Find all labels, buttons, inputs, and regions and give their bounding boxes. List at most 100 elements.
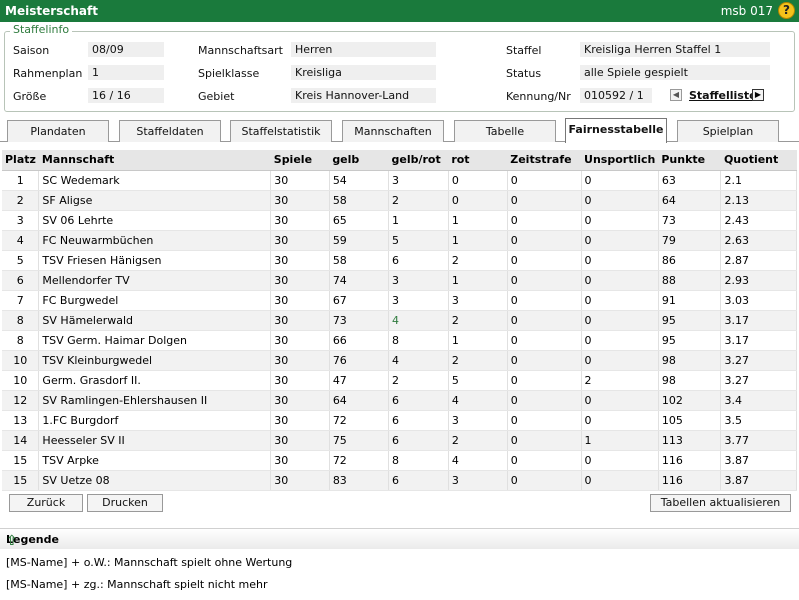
tab-staffelstatistik[interactable]: Staffelstatistik (230, 120, 332, 142)
tab-staffeldaten[interactable]: Staffeldaten (119, 120, 221, 142)
table-cell: SF Aligse (38, 190, 272, 211)
table-cell: 113 (658, 430, 722, 451)
table-cell: 1 (448, 210, 508, 231)
table-cell: 30 (270, 450, 330, 471)
tab-mannschaften[interactable]: Mannschaften (342, 120, 444, 142)
table-cell: 30 (270, 190, 330, 211)
table-row: 4 FC Neuwarmbüchen 30 59 5 1 0 0 79 2.63 (2, 230, 797, 251)
table-cell: 0 (581, 250, 659, 271)
tab-spielplan[interactable]: Spielplan (677, 120, 779, 142)
table-row: 7 FC Burgwedel 30 67 3 3 0 0 91 3.03 (2, 290, 797, 311)
table-cell: 0 (507, 210, 582, 231)
column-header: gelb (329, 150, 389, 171)
fairness-table: Platz Mannschaft Spiele gelb gelb/rot rot Zeit… (2, 150, 797, 491)
legend-line-ohne-wertung: [MS-Name] + o.W.: Mannschaft spielt ohne… (6, 556, 293, 569)
table-cell: 30 (270, 390, 330, 411)
table-row: 10 TSV Kleinburgwedel 30 76 4 2 0 0 98 3.27 (2, 350, 797, 371)
table-cell: 0 (581, 170, 659, 191)
table-cell: 30 (270, 350, 330, 371)
staffelliste-link[interactable]: Staffelliste (689, 89, 757, 102)
table-cell: 63 (658, 170, 722, 191)
table-cell: 0 (507, 370, 582, 391)
table-row: 2 SF Aligse 30 58 2 0 0 0 64 2.13 (2, 190, 797, 211)
table-cell: 5 (388, 230, 449, 251)
table-cell: 10 (2, 370, 40, 391)
table-cell: 102 (658, 390, 722, 411)
next-staffel-icon[interactable]: ▶ (752, 89, 764, 101)
table-cell: 116 (658, 450, 722, 471)
table-cell: 0 (507, 450, 582, 471)
table-cell: 14 (2, 430, 40, 451)
back-button[interactable]: Zurück (9, 494, 83, 512)
table-cell: 0 (507, 190, 582, 211)
refresh-tables-button[interactable]: Tabellen aktualisieren (650, 494, 791, 512)
table-cell: 0 (581, 230, 659, 251)
table-cell: 0 (581, 290, 659, 311)
table-cell: 58 (329, 190, 389, 211)
table-cell: 6 (2, 270, 40, 291)
table-cell: 72 (329, 410, 389, 431)
table-row: 8 TSV Germ. Haimar Dolgen 30 66 8 1 0 0 95 3.17 (2, 330, 797, 351)
table-cell: 0 (581, 350, 659, 371)
previous-staffel-icon[interactable]: ◀ (670, 89, 682, 101)
table-cell: 2.63 (720, 230, 797, 251)
table-cell: 5 (448, 370, 508, 391)
legend-title: Legende (6, 533, 59, 546)
table-cell: SC Wedemark (38, 170, 272, 191)
table-cell: 64 (658, 190, 722, 211)
tab-fairnesstabelle[interactable]: Fairnesstabelle (565, 118, 667, 143)
screen-code: msb 017 (720, 4, 773, 18)
table-cell: 91 (658, 290, 722, 311)
table-cell: 88 (658, 270, 722, 291)
table-cell: Heesseler SV II (38, 430, 272, 451)
table-cell: 3 (448, 290, 508, 311)
table-cell: 3 (388, 170, 449, 191)
table-cell: 3.5 (720, 410, 797, 431)
table-cell: 3.4 (720, 390, 797, 411)
table-cell: TSV Arpke (38, 450, 272, 471)
table-cell: 2 (388, 370, 449, 391)
table-cell: 1 (2, 170, 40, 191)
table-cell: 67 (329, 290, 389, 311)
table-cell: 3.77 (720, 430, 797, 451)
table-cell: 2 (448, 350, 508, 371)
table-cell: 6 (388, 470, 449, 491)
saison-value: 08/09 (88, 42, 164, 57)
table-cell: 86 (658, 250, 722, 271)
table-cell: 0 (581, 450, 659, 471)
gebiet-label: Gebiet (198, 90, 235, 103)
print-button[interactable]: Drucken (87, 494, 163, 512)
table-cell: 1 (448, 270, 508, 291)
tab-tabelle[interactable]: Tabelle (454, 120, 556, 142)
table-cell: 2 (2, 190, 40, 211)
tab-plandaten[interactable]: Plandaten (7, 120, 109, 142)
table-cell: 0 (507, 350, 582, 371)
column-header: rot (448, 150, 508, 171)
column-header: Punkte (658, 150, 721, 171)
table-cell: 3 (2, 210, 40, 231)
table-cell: 66 (329, 330, 389, 351)
groesse-value: 16 / 16 (88, 88, 164, 103)
table-cell: 0 (507, 170, 582, 191)
table-cell: 75 (329, 430, 389, 451)
table-row: 8 SV Hämelerwald 30 73 4 2 0 0 95 3.17 (2, 310, 797, 331)
table-cell: 8 (388, 330, 449, 351)
table-cell: 83 (329, 470, 389, 491)
kennung-number: 010592 (584, 89, 626, 102)
table-cell: 0 (507, 390, 582, 411)
table-cell: 2 (448, 250, 508, 271)
table-cell: 15 (2, 470, 40, 491)
page-title: Meisterschaft (5, 4, 98, 18)
table-cell: 3.27 (720, 350, 797, 371)
table-cell: 1 (448, 330, 508, 351)
kennung-value: 010592 / 1 (580, 88, 652, 103)
status-value: alle Spiele gespielt (580, 65, 770, 80)
table-cell: 2.93 (720, 270, 797, 291)
table-cell: TSV Friesen Hänigsen (38, 250, 272, 271)
table-cell: 116 (658, 470, 722, 491)
table-cell: 3.87 (720, 450, 797, 471)
staffelinfo-legend: Staffelinfo (10, 23, 73, 36)
table-cell: 8 (2, 330, 40, 351)
scroll-top-icon[interactable]: ⇧ (6, 533, 18, 549)
help-icon[interactable]: ? (778, 2, 795, 19)
